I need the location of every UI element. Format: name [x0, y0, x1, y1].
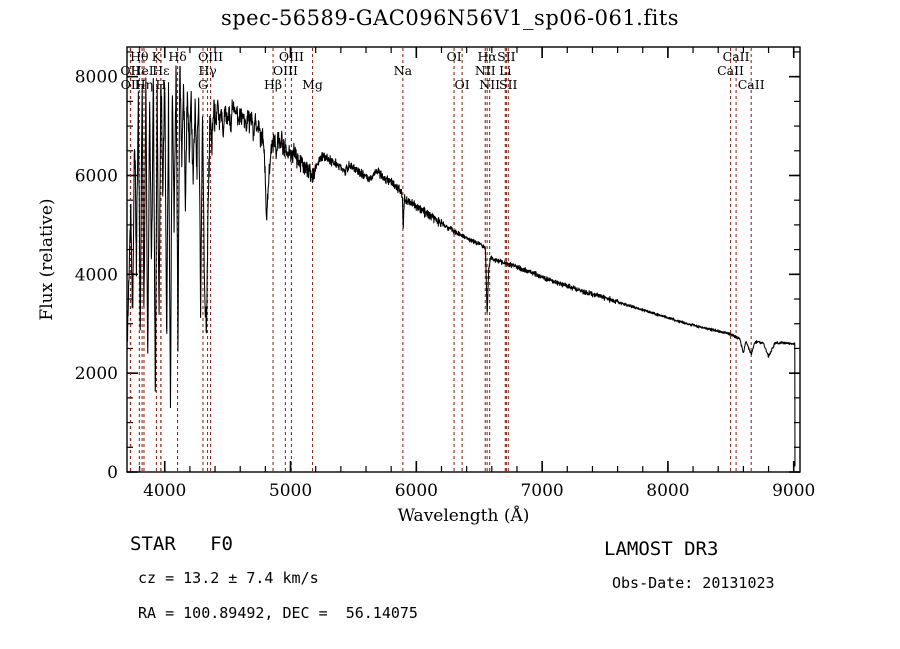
- x-tick-label: 8000: [646, 481, 689, 501]
- y-tick-label: 2000: [75, 364, 118, 384]
- spectral-line-label: Hα: [477, 49, 497, 64]
- spectral-line-label: HeI: [130, 63, 153, 78]
- spectral-line-label: Hε: [152, 63, 169, 78]
- spectral-line-label: SII: [499, 77, 518, 92]
- object-type: STAR: [130, 533, 176, 555]
- spectrum-plot: 4000 5000 6000 7000 8000 9000 0 2000 4000 6000 800…: [37, 46, 815, 526]
- sky-coordinates: RA = 100.89492, DEC = 56.14075: [138, 604, 418, 622]
- spectral-line-label: OIII: [273, 63, 298, 78]
- page-title: spec-56589-GAC096N56V1_sp06-061.fits: [220, 6, 680, 30]
- spectral-line-label: Hδ: [168, 49, 186, 64]
- spectral-line-label: Hγ: [198, 63, 216, 78]
- x-tick-label: 7000: [520, 481, 563, 501]
- x-tick-label: 5000: [269, 481, 312, 501]
- spectral-line-label: CaII: [723, 49, 750, 64]
- spectral-line-label: H: [155, 77, 166, 92]
- spectral-line-label: Li: [499, 63, 511, 78]
- y-tick-label: 8000: [75, 68, 118, 88]
- y-tick-label: 0: [107, 463, 118, 483]
- spectral-line-label: Mg: [302, 77, 323, 92]
- spectral-line-label: SII: [497, 49, 516, 64]
- spectral-line-label: OII: [120, 63, 140, 78]
- x-tick-label: 9000: [772, 481, 815, 501]
- spectral-line-label: OIII: [198, 49, 223, 64]
- spectral-class: F0: [210, 533, 233, 555]
- spectrum-trace: [126, 65, 796, 467]
- x-tick-label: 4000: [143, 481, 186, 501]
- spectral-line-label: OI: [446, 49, 461, 64]
- survey-name: LAMOST DR3: [604, 538, 719, 560]
- spectral-line-label: K: [152, 49, 162, 64]
- spectral-line-label: NII: [479, 77, 500, 92]
- x-tick-label: 6000: [395, 481, 438, 501]
- y-tick-label: 6000: [75, 166, 118, 186]
- plot-frame: [126, 46, 801, 473]
- spectral-line-label: G: [198, 77, 208, 92]
- spectral-line-label: OI: [455, 77, 470, 92]
- observation-date: Obs-Date: 20131023: [612, 574, 775, 592]
- spectral-line-label: Hη: [135, 77, 153, 92]
- redshift-velocity: cz = 13.2 ± 7.4 km/s: [138, 569, 319, 587]
- y-tick-label: 4000: [75, 265, 118, 285]
- spectral-line-label: CaII: [738, 77, 765, 92]
- spectral-line-label: Hβ: [264, 77, 282, 92]
- spectral-line-label: NII: [475, 63, 496, 78]
- spectral-line-label: Na: [394, 63, 413, 78]
- spectral-line-label: OIII: [279, 49, 304, 64]
- object-type-and-class: STAR F0: [130, 533, 233, 555]
- spectral-line-label: OII: [121, 77, 141, 92]
- spectral-line-label: Hθ: [130, 49, 148, 64]
- y-axis-label: Flux (relative): [37, 198, 57, 320]
- x-axis-label: Wavelength (Å): [398, 505, 530, 526]
- spectral-line-label: CaII: [717, 63, 744, 78]
